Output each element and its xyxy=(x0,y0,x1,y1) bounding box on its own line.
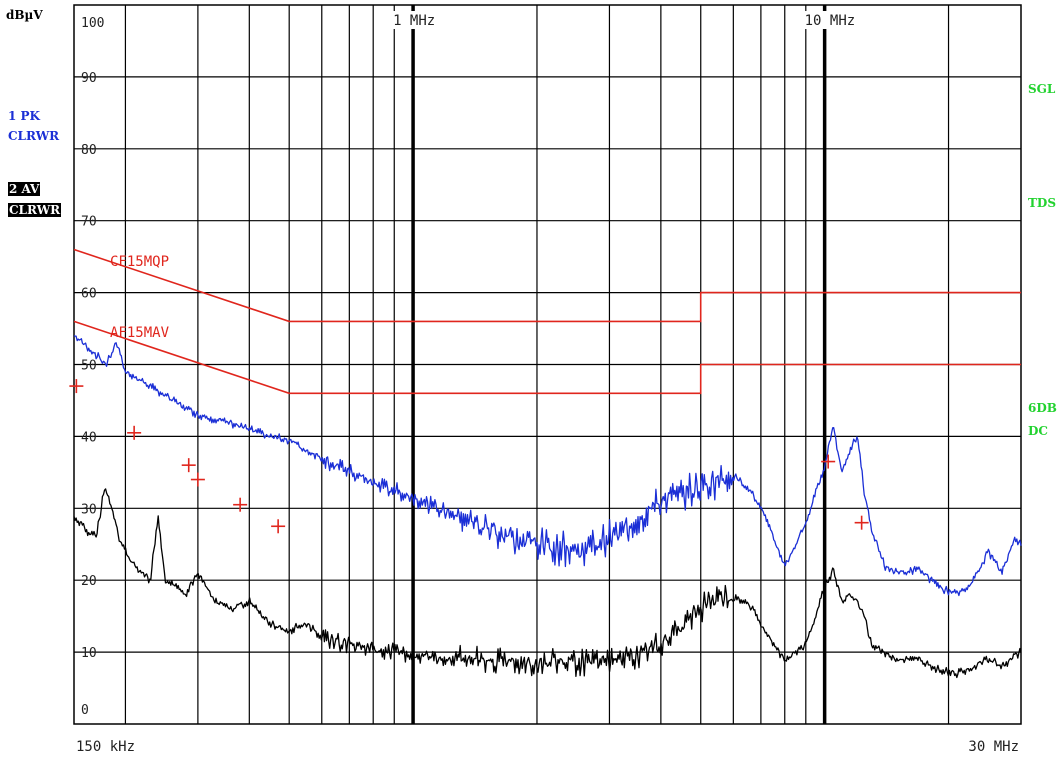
y-ticks: 0 10 20 30 40 50 60 70 80 90 100 xyxy=(81,16,104,718)
y-tick-label: 90 xyxy=(81,71,97,86)
peak-marker xyxy=(271,519,286,534)
peak-marker xyxy=(190,472,205,487)
status-dc: DC xyxy=(1028,424,1048,438)
limit-label-av: AF15MAV xyxy=(110,325,170,341)
peak-marker xyxy=(127,425,142,440)
x-tick-label-bg xyxy=(801,11,860,29)
peak-marker xyxy=(69,379,84,394)
x-tick-labels: 150 kHz 1 MHz 10 MHz 30 MHz xyxy=(76,11,1019,755)
trace1-detector: CLRWR xyxy=(8,129,60,143)
trace2-detector: CLRWR xyxy=(8,202,62,218)
y-tick-label: 80 xyxy=(81,143,97,158)
peak-marker xyxy=(233,497,248,512)
x-tick-label: 30 MHz xyxy=(968,739,1019,755)
y-tick-label: 0 xyxy=(81,703,89,718)
y-tick-label: 70 xyxy=(81,215,97,230)
peak-marker xyxy=(821,454,836,469)
trace2-mode: 2 AV xyxy=(8,181,41,197)
x-tick-label-bg xyxy=(390,11,440,29)
x-tick-label: 1 MHz xyxy=(393,13,435,29)
limit-lines xyxy=(73,248,1021,395)
y-axis-label: dBµV xyxy=(6,8,43,22)
trace-series xyxy=(73,335,1022,679)
trace-pk xyxy=(73,335,1022,597)
y-tick-label: 60 xyxy=(81,287,97,302)
status-6db: 6DB xyxy=(1028,401,1057,415)
status-tds: TDS xyxy=(1028,196,1057,210)
limit-label-qp: CF15MQP xyxy=(110,254,169,270)
y-tick-label: 30 xyxy=(81,502,97,517)
trace2-mode-text: 2 AV xyxy=(8,182,41,196)
trace-av xyxy=(73,488,1022,679)
y-tick-label: 50 xyxy=(81,359,97,374)
y-tick-label: 20 xyxy=(81,574,97,589)
x-tick-label: 150 kHz xyxy=(76,739,135,755)
peak-markers xyxy=(69,379,869,534)
limit-line xyxy=(73,248,1021,323)
status-sgl: SGL xyxy=(1028,82,1056,96)
y-tick-label: 40 xyxy=(81,430,97,445)
y-tick-label: 100 xyxy=(81,16,104,31)
peak-marker xyxy=(854,515,869,530)
x-tick-label: 10 MHz xyxy=(805,13,856,29)
limit-line xyxy=(73,320,1021,395)
trace2-detector-text: CLRWR xyxy=(8,203,62,217)
y-tick-label: 10 xyxy=(81,646,97,661)
trace1-mode: 1 PK xyxy=(8,109,40,123)
peak-marker xyxy=(181,458,196,473)
